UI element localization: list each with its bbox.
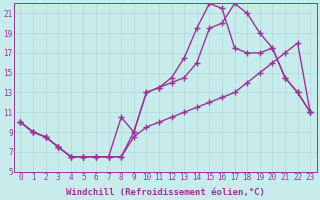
X-axis label: Windchill (Refroidissement éolien,°C): Windchill (Refroidissement éolien,°C)	[66, 188, 265, 197]
